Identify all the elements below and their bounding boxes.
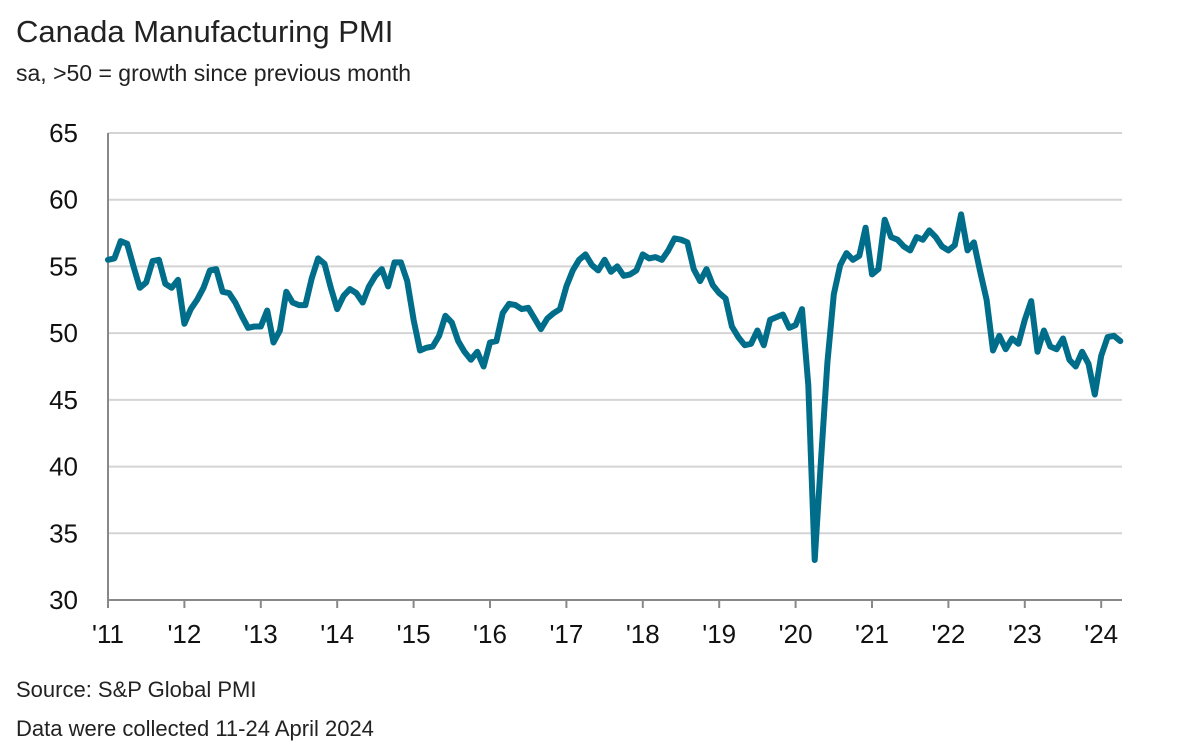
x-tick-label: '12 [167, 619, 201, 649]
x-tick-label: '17 [549, 619, 583, 649]
y-tick-label: 55 [49, 251, 78, 281]
x-tick-label: '16 [473, 619, 507, 649]
y-tick-label: 50 [49, 318, 78, 348]
y-tick-label: 60 [49, 185, 78, 215]
x-tick-label: '15 [397, 619, 431, 649]
y-tick-label: 45 [49, 385, 78, 415]
chart-title: Canada Manufacturing PMI [16, 14, 394, 49]
y-tick-label: 40 [49, 452, 78, 482]
x-tick-label: '14 [320, 619, 354, 649]
x-tick-label: '21 [855, 619, 889, 649]
source-note: Source: S&P Global PMI [16, 677, 257, 702]
x-tick-label: '24 [1084, 619, 1118, 649]
x-tick-label: '11 [92, 619, 124, 649]
x-tick-label: '18 [626, 619, 660, 649]
x-tick-label: '13 [244, 619, 278, 649]
chart-subtitle: sa, >50 = growth since previous month [16, 60, 412, 86]
collection-note: Data were collected 11-24 April 2024 [16, 716, 374, 741]
x-tick-label: '22 [931, 619, 965, 649]
y-tick-label: 30 [49, 585, 78, 615]
x-tick-label: '19 [702, 619, 736, 649]
x-tick-label: '20 [779, 619, 813, 649]
pmi-series-line [105, 211, 1124, 563]
y-tick-label: 35 [49, 518, 78, 548]
x-tick-label: '23 [1008, 619, 1042, 649]
y-tick-label: 65 [49, 118, 78, 148]
